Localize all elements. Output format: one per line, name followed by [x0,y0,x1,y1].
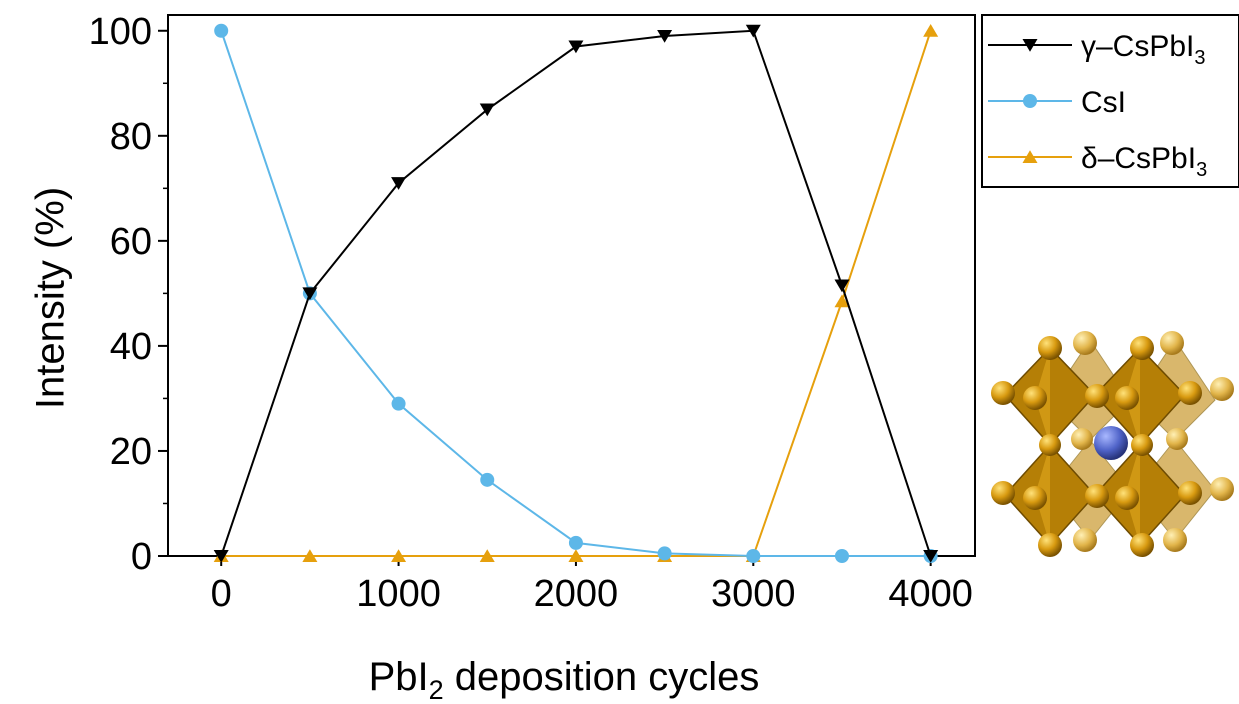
legend-label: δ–CsPbI3 [1081,142,1207,181]
legend-label-main: γ–CsPbI [1081,30,1194,63]
data-point [568,535,583,550]
series-1 [214,23,938,563]
x-tick-label: 4000 [888,573,973,615]
series-0 [213,24,939,563]
data-point [923,24,939,37]
y-axis-ticks: 0 20 40 60 80 100 [89,11,168,578]
data-point [745,24,761,38]
data-point [746,549,761,563]
data-point [479,103,495,117]
x-axis-title-suffix: deposition cycles [444,655,760,699]
data-point [391,177,407,190]
data-point [568,40,584,54]
x-axis-title-main: PbI [369,655,429,699]
legend-swatch-marker [1022,39,1038,52]
data-point [302,549,318,562]
series-2 [213,24,939,562]
data-point [479,549,495,562]
x-axis-ticks: 0 1000 2000 3000 4000 [211,556,973,615]
data-point [213,550,229,563]
plot-frame [167,14,976,557]
x-tick-label: 3000 [711,573,796,615]
legend-label-subscript: 3 [1194,47,1205,69]
data-point [568,549,584,562]
series-layer [213,23,939,563]
legend-label-subscript: 3 [1196,159,1207,181]
axes: 0 1000 2000 3000 4000 0 20 40 60 80 100 [89,11,973,615]
data-point [834,294,850,308]
data-point [834,549,849,563]
legend-label-main: CsI [1081,86,1126,119]
y-tick-label: 0 [131,536,152,578]
data-point [657,30,673,43]
x-tick-label: 0 [211,573,232,615]
legend-swatch-marker [1022,150,1038,163]
y-tick-label: 60 [110,221,152,263]
legend-item: γ–CsPbI3 [988,30,1206,69]
data-point [657,546,672,561]
legend-swatch-marker [1023,94,1037,108]
data-point [214,23,229,38]
plot-border [167,14,976,557]
series-line [220,30,931,557]
x-axis-title: PbI2 deposition cycles [369,655,760,704]
series-line [220,29,932,557]
series-line [221,30,932,557]
y-tick-label: 100 [89,11,152,53]
legend-item: CsI [988,86,1126,119]
legend-label-main: δ–CsPbI [1081,142,1196,175]
legend-label: CsI [1081,86,1126,119]
data-point [302,287,318,301]
y-tick-label: 20 [110,431,152,473]
y-tick-label: 80 [110,116,152,158]
x-tick-label: 2000 [534,573,619,615]
data-point [480,472,495,487]
crystal-structure-illustration [991,331,1234,557]
data-point [391,549,407,562]
y-axis-title: Intensity (%) [29,187,73,409]
y-tick-label: 40 [110,326,152,368]
legend-item: δ–CsPbI3 [988,142,1207,181]
data-point [391,396,406,411]
data-point [834,279,850,293]
x-tick-label: 1000 [356,573,441,615]
x-axis-title-subscript: 2 [429,675,444,704]
legend-label: γ–CsPbI3 [1081,30,1206,69]
data-point [923,550,939,563]
